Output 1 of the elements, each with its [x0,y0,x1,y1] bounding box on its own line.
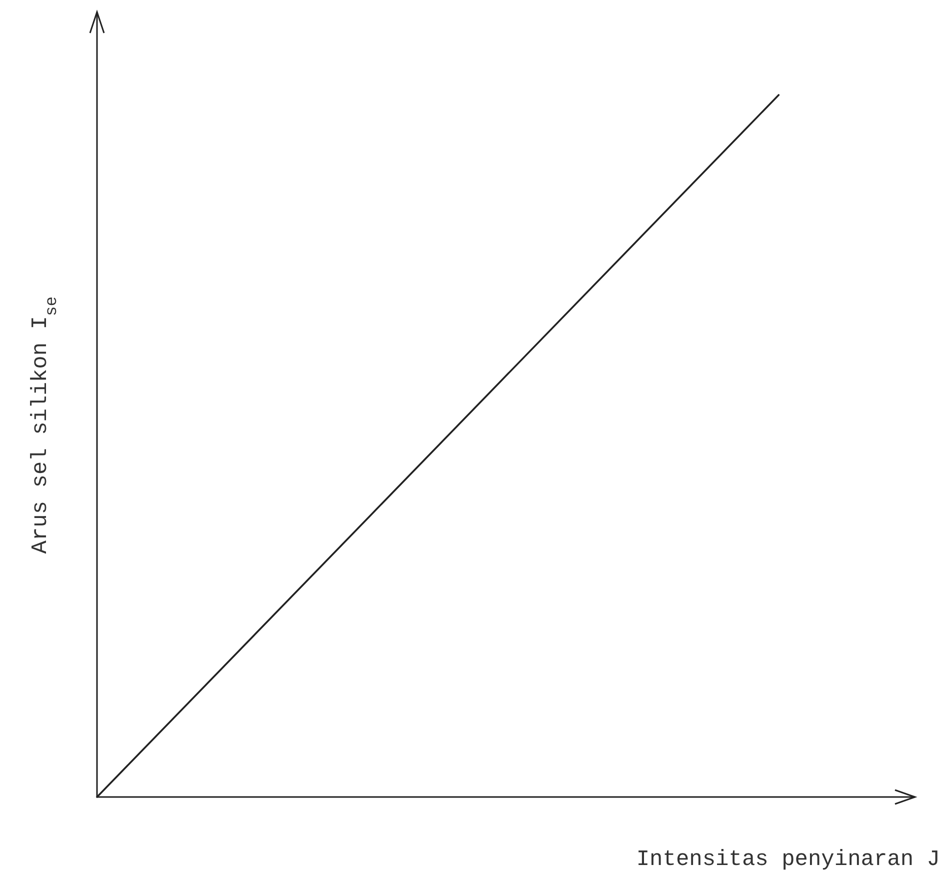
x-axis-title: Intensitas penyinaran J [636,847,940,872]
